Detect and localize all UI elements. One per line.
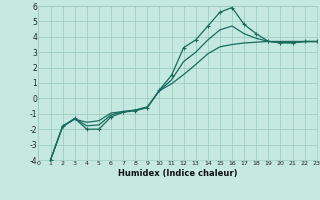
X-axis label: Humidex (Indice chaleur): Humidex (Indice chaleur) (118, 169, 237, 178)
